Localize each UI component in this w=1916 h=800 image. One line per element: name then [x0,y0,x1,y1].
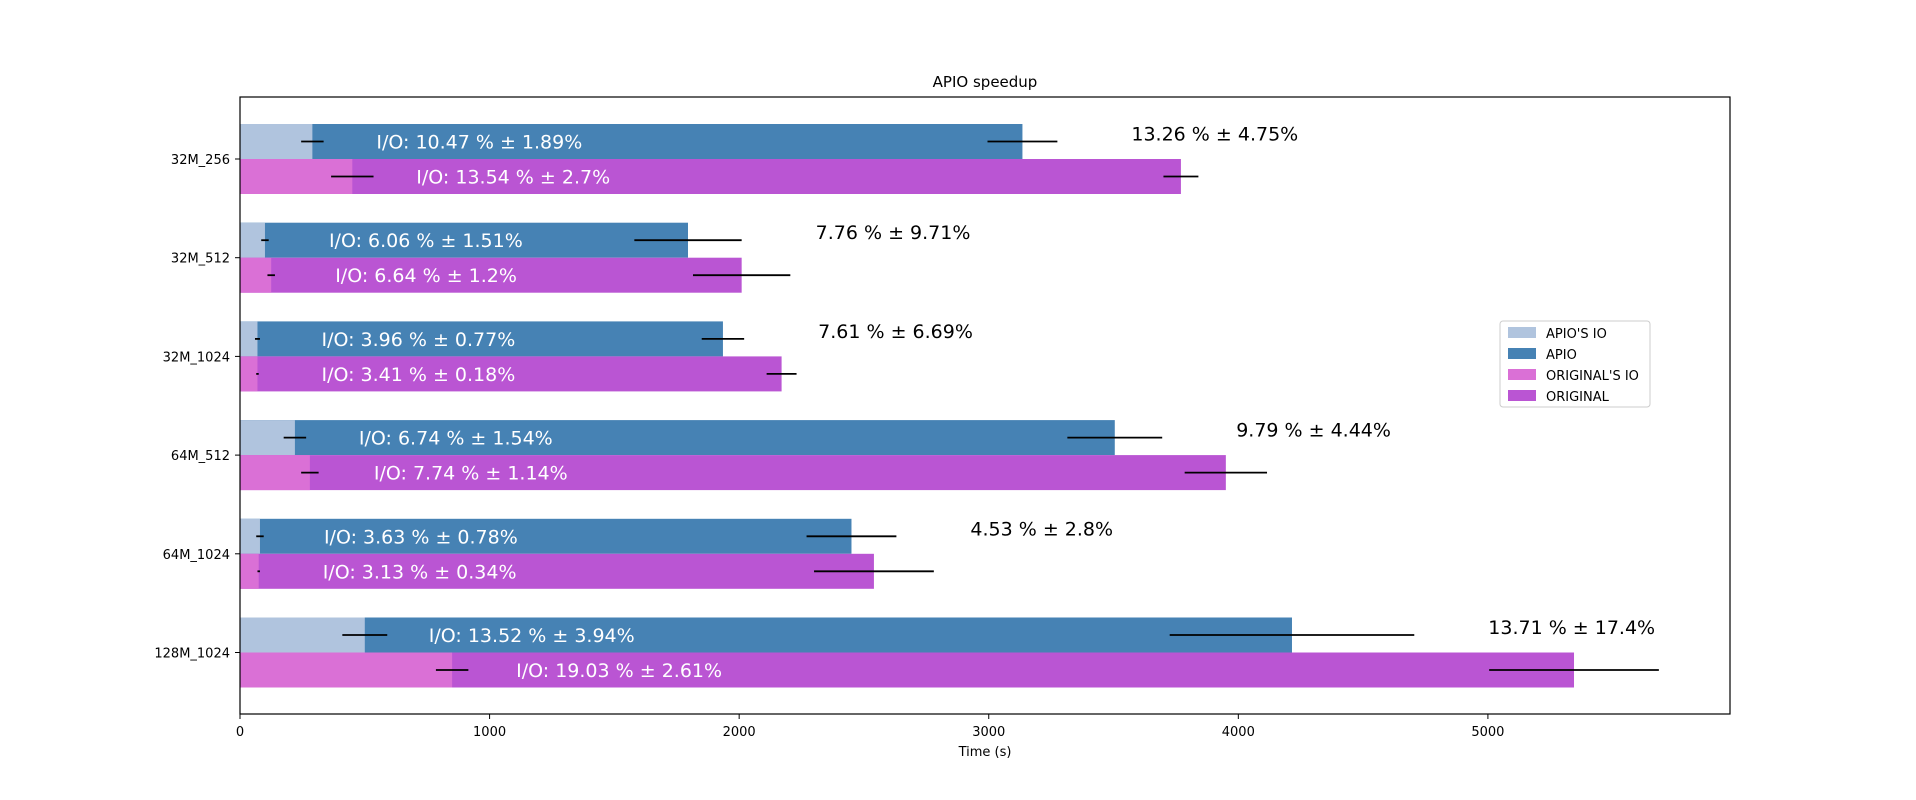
bar-apio [240,321,723,357]
speedup-label: 9.79 % ± 4.44% [1236,420,1391,442]
apio-io-label: I/O: 3.63 % ± 0.78% [324,526,518,548]
bar-original [240,257,742,293]
original-io-label: I/O: 13.54 % ± 2.7% [416,167,610,189]
bar-original-io [240,356,258,392]
apio-io-label: I/O: 6.06 % ± 1.51% [329,230,523,252]
y-tick-label: 128M_1024 [154,647,230,662]
speedup-label: 13.71 % ± 17.4% [1488,617,1655,639]
legend-label: ORIGINAL'S IO [1546,369,1639,384]
bar-original [240,159,1181,194]
speedup-label: 13.26 % ± 4.75% [1131,124,1298,146]
x-tick-label: 1000 [473,725,506,740]
original-io-label: I/O: 7.74 % ± 1.14% [374,463,568,485]
bar-original-io [240,455,310,491]
bar-original [240,553,874,589]
bar-apio [240,617,1292,653]
legend-swatch [1508,348,1536,359]
y-tick-label: 32M_256 [171,153,230,168]
x-tick-label: 3000 [972,725,1005,740]
x-tick-label: 4000 [1222,725,1255,740]
legend [1499,320,1651,408]
bar-original-io [240,553,259,589]
speedup-label: 4.53 % ± 2.8% [970,518,1113,540]
bar-apio [240,420,1115,456]
original-io-label: I/O: 19.03 % ± 2.61% [516,660,722,682]
y-tick-label: 32M_512 [171,252,230,267]
bar-apio-io [240,518,260,554]
plot-area [240,97,1730,714]
legend-label: APIO [1546,348,1577,363]
bar-apio-io [240,124,313,159]
bar-original [240,356,782,392]
legend-label: APIO'S IO [1546,327,1607,342]
bar-apio-io [240,222,265,258]
legend-swatch [1508,390,1536,401]
speedup-label: 7.76 % ± 9.71% [816,222,971,244]
bar-apio [240,124,1023,159]
apio-io-label: I/O: 3.96 % ± 0.77% [321,329,515,351]
bar-apio-io [240,321,258,357]
apio-io-label: I/O: 13.52 % ± 3.94% [429,625,635,647]
original-io-label: I/O: 6.64 % ± 1.2% [335,265,517,287]
y-tick-label: 32M_1024 [163,350,230,365]
speedup-label: 7.61 % ± 6.69% [818,321,973,343]
bar-original-io [240,652,453,688]
bar-apio [240,222,688,258]
y-tick-label: 64M_512 [171,449,230,464]
bar-original-io [240,257,272,293]
y-tick-label: 64M_1024 [163,548,230,563]
bar-apio [240,518,852,554]
bar-original [240,455,1226,491]
chart-title: APIO speedup [933,73,1038,91]
x-tick-label: 2000 [723,725,756,740]
x-axis-label: Time (s) [958,745,1012,760]
x-tick-label: 0 [236,725,244,740]
legend-label: ORIGINAL [1546,390,1610,405]
x-tick-label: 5000 [1471,725,1504,740]
plot-frame [239,96,1731,715]
apio-io-label: I/O: 10.47 % ± 1.89% [376,132,582,154]
original-io-label: I/O: 3.41 % ± 0.18% [321,364,515,386]
legend-swatch [1508,369,1536,380]
apio-io-label: I/O: 6.74 % ± 1.54% [359,428,553,450]
legend-swatch [1508,327,1536,338]
original-io-label: I/O: 3.13 % ± 0.34% [323,561,517,583]
